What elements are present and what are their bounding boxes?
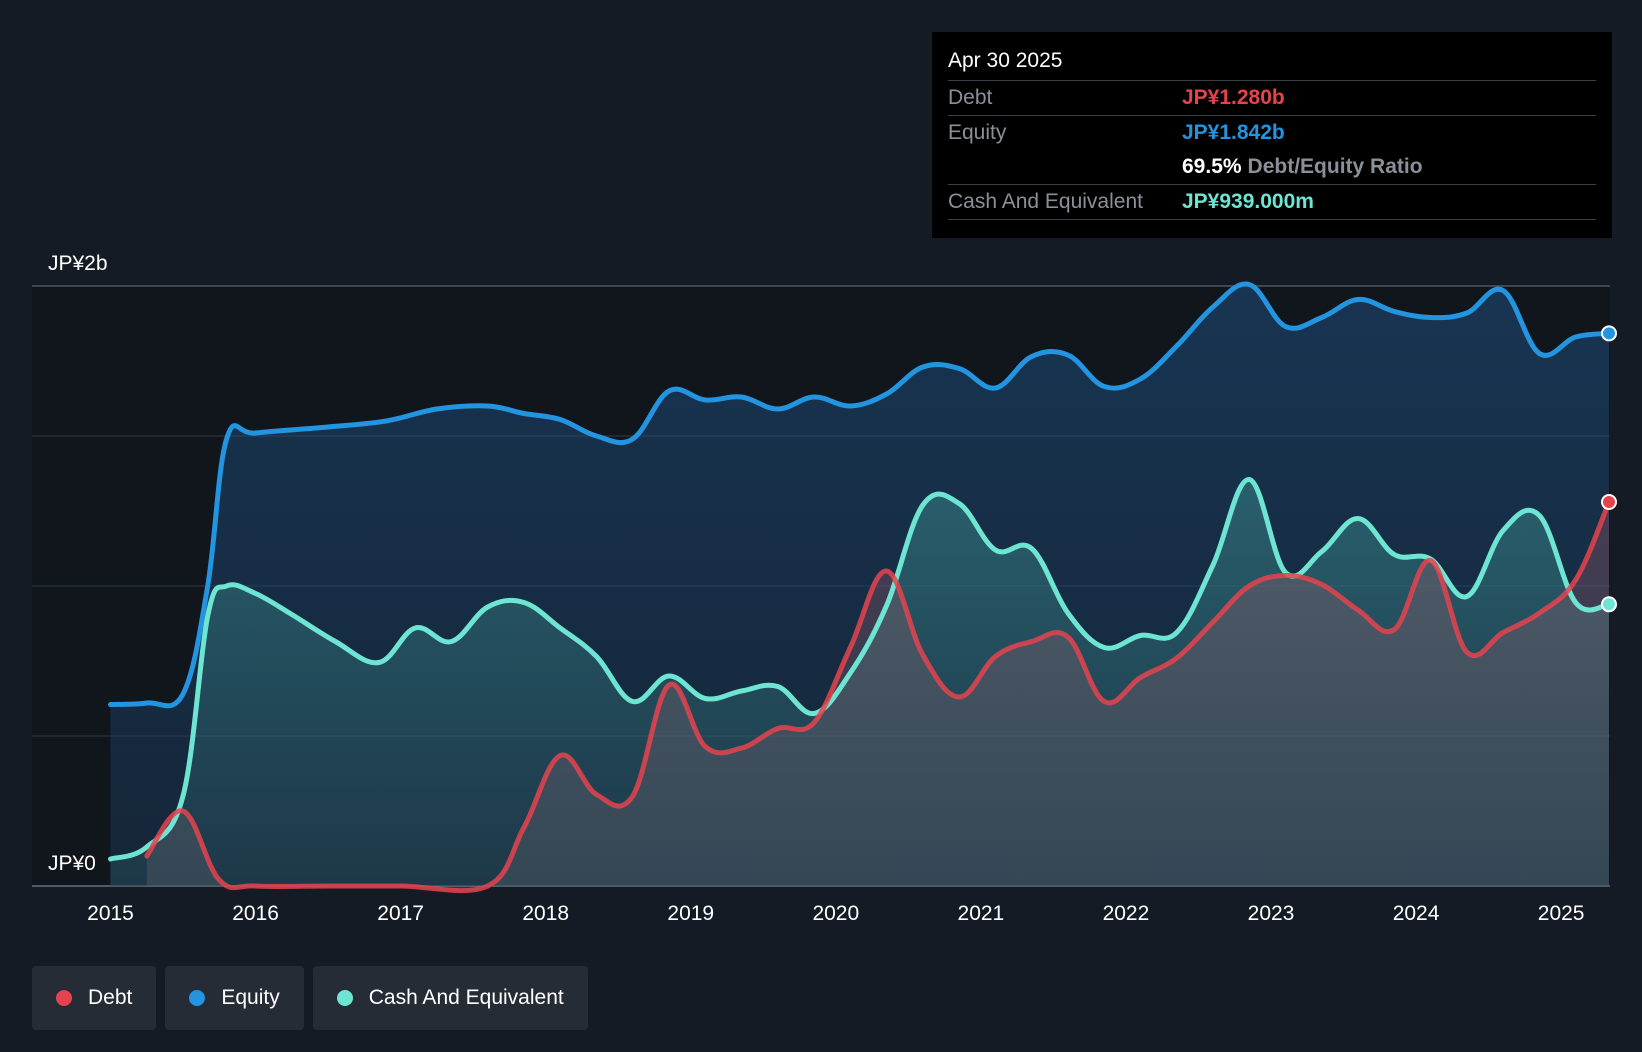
line-equity xyxy=(108,281,1612,709)
tooltip-ratio-label: Debt/Equity Ratio xyxy=(1247,155,1423,178)
hover-tooltip: Apr 30 2025 Debt JP¥1.280b Equity JP¥1.8… xyxy=(932,32,1612,238)
y-tick-label: JP¥2b xyxy=(48,252,108,275)
debt-dot-icon xyxy=(56,990,72,1006)
tooltip-equity-value: JP¥1.842b xyxy=(1182,121,1285,144)
legend-label-debt: Debt xyxy=(88,986,133,1009)
line-cash xyxy=(108,477,1612,862)
cash-dot-icon xyxy=(336,990,353,1006)
tooltip-cash-label: Cash And Equivalent xyxy=(948,190,1143,213)
end-marker-debt[interactable] xyxy=(1601,494,1617,510)
x-tick-label: 2022 xyxy=(1103,902,1150,925)
end-marker-cash[interactable] xyxy=(1601,596,1617,613)
tooltip-debt-label: Debt xyxy=(948,86,993,109)
x-tick-label: 2021 xyxy=(958,902,1005,925)
tooltip-equity-label: Equity xyxy=(948,121,1007,144)
y-axis-labels: JP¥2b JP¥0 xyxy=(48,252,108,875)
tooltip-debt-value: JP¥1.280b xyxy=(1182,86,1285,109)
x-tick-label: 2018 xyxy=(522,902,569,925)
x-tick-label: 2016 xyxy=(232,902,279,925)
legend-label-cash: Cash And Equivalent xyxy=(368,986,564,1009)
end-marker-equity[interactable] xyxy=(1601,325,1617,342)
x-tick-label: 2020 xyxy=(812,902,859,925)
chart-legend: Debt Equity Cash And Equivalent xyxy=(32,966,588,1030)
x-tick-label: 2023 xyxy=(1248,902,1295,925)
series-areas xyxy=(110,283,1609,891)
x-tick-label: 2017 xyxy=(377,902,424,925)
x-axis-labels: 2015 2016 2017 2018 2019 2020 2021 2022 2023 2024… xyxy=(87,902,1584,925)
area-debt xyxy=(146,502,1609,891)
legend-item-debt[interactable]: Debt xyxy=(32,966,157,1030)
x-tick-label: 2019 xyxy=(667,902,714,925)
tooltip-cash-value: JP¥939.000m xyxy=(1182,190,1314,213)
y-tick-label: JP¥0 xyxy=(48,852,96,875)
tooltip-ratio-row: 69.5% Debt/Equity Ratio xyxy=(948,150,1596,184)
tooltip-cash-row: Cash And Equivalent JP¥939.000m xyxy=(948,184,1596,220)
tooltip-date: Apr 30 2025 xyxy=(948,49,1063,72)
tooltip-ratio-value: 69.5% xyxy=(1182,155,1242,178)
series-end-markers xyxy=(1601,325,1617,613)
x-tick-label: 2024 xyxy=(1393,902,1440,925)
line-debt xyxy=(144,499,1612,894)
legend-item-equity[interactable]: Equity xyxy=(165,966,304,1030)
equity-dot-icon xyxy=(189,990,206,1006)
x-tick-label: 2025 xyxy=(1538,902,1585,925)
legend-item-cash[interactable]: Cash And Equivalent xyxy=(312,966,588,1030)
tooltip-debt-row: Debt JP¥1.280b xyxy=(948,80,1596,115)
x-tick-label: 2015 xyxy=(87,902,134,925)
legend-label-equity: Equity xyxy=(221,986,280,1009)
tooltip-equity-row: Equity JP¥1.842b xyxy=(948,115,1596,150)
series-lines xyxy=(108,281,1612,894)
